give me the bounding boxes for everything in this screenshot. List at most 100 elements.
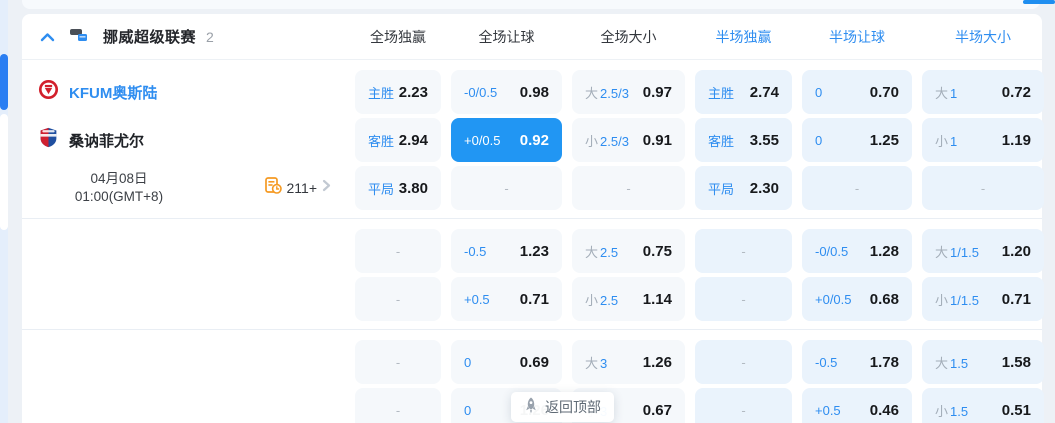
odds-line-label: 小 1/1.5 bbox=[935, 292, 979, 308]
odds-cell-全场独赢[interactable]: 客胜 2.94 bbox=[355, 118, 441, 162]
odds-cell-半场大小[interactable]: 小 1 1.19 bbox=[922, 118, 1044, 162]
over-under-prefix: 大 bbox=[585, 244, 599, 260]
odds-cell-半场独赢[interactable]: 平局 2.30 bbox=[695, 166, 792, 210]
odds-cell-全场大小[interactable]: 小 2.5/3 0.91 bbox=[572, 118, 685, 162]
odds-line-label: -0.5 bbox=[464, 243, 487, 259]
over-under-prefix: 小 bbox=[585, 133, 599, 149]
odds-section-1: KFUM奥斯陆 主胜 2.23 -0/0.5 0.98 大 2.5/3 0.97 主胜 2.74 0… bbox=[22, 60, 1044, 218]
odds-cell-全场大小[interactable]: 大 2.5 0.75 bbox=[572, 229, 685, 273]
collapse-chevron-up-icon[interactable] bbox=[40, 32, 55, 42]
odds-cell-全场大小: - bbox=[572, 166, 685, 210]
odds-cell-半场独赢: - bbox=[695, 388, 792, 423]
odds-value: 0.92 bbox=[519, 131, 549, 149]
odds-cell-半场独赢[interactable]: 主胜 2.74 bbox=[695, 70, 792, 114]
odds-line-label: -0/0.5 bbox=[815, 243, 849, 259]
odds-line-label: 小 2.5/3 bbox=[585, 133, 629, 149]
odds-line-label: +0/0.5 bbox=[815, 291, 852, 307]
more-markets-button[interactable]: 211+ bbox=[264, 177, 332, 199]
column-header-full-2: 全场大小 bbox=[600, 28, 657, 45]
over-under-prefix: 大 bbox=[935, 355, 949, 371]
home-team-crest-icon bbox=[38, 79, 59, 105]
odds-cell-半场大小[interactable]: 大 1 0.72 bbox=[922, 70, 1044, 114]
home-team-name[interactable]: KFUM奥斯陆 bbox=[69, 84, 158, 102]
away-team-crest-icon bbox=[38, 127, 59, 153]
odds-cell-半场让球[interactable]: +0.5 0.46 bbox=[802, 388, 912, 423]
over-under-prefix: 小 bbox=[935, 403, 949, 419]
odds-cell-半场大小[interactable]: 小 1.5 0.51 bbox=[922, 388, 1044, 423]
over-under-prefix: 小 bbox=[585, 292, 599, 308]
odds-line-label: 客胜 bbox=[368, 133, 395, 149]
back-to-top-button[interactable]: 返回顶部 bbox=[511, 392, 614, 422]
league-match-count: 2 bbox=[206, 28, 214, 45]
odds-value: 0.72 bbox=[1001, 83, 1031, 101]
odds-line-label: +0.5 bbox=[815, 402, 841, 418]
team-row-home[interactable]: KFUM奥斯陆 bbox=[22, 70, 345, 114]
back-to-top-label: 返回顶部 bbox=[545, 399, 601, 415]
team-row-away[interactable]: 桑讷菲尤尔 bbox=[22, 118, 345, 162]
odds-cell-半场让球[interactable]: -0/0.5 1.28 bbox=[802, 229, 912, 273]
rocket-icon bbox=[524, 397, 538, 417]
odds-cell-全场大小[interactable]: 小 2.5 1.14 bbox=[572, 277, 685, 321]
league-header-row: 挪威超级联赛 2 全场独赢 全场让球 全场大小 半场独赢 半场让球 半场大小 bbox=[22, 14, 1042, 60]
odds-cell-全场让球[interactable]: +0.5 0.71 bbox=[451, 277, 562, 321]
over-under-prefix: 大 bbox=[585, 85, 599, 101]
odds-line-label: 0 bbox=[815, 84, 823, 100]
odds-history-icon bbox=[264, 177, 282, 199]
odds-cell-半场大小[interactable]: 大 1/1.5 1.20 bbox=[922, 229, 1044, 273]
over-under-prefix: 小 bbox=[935, 133, 949, 149]
odds-cell-半场独赢[interactable]: 客胜 3.55 bbox=[695, 118, 792, 162]
odds-row: - +0.5 0.71 小 2.5 1.14 - +0/0.5 0.68 小 1/1.5 0.71 bbox=[22, 277, 1044, 321]
chevron-right-icon bbox=[322, 179, 331, 197]
empty-left-cell bbox=[22, 229, 345, 273]
odds-cell-半场大小[interactable]: 大 1.5 1.58 bbox=[922, 340, 1044, 384]
left-scrollbar-track bbox=[0, 0, 8, 423]
empty-left-cell bbox=[22, 277, 345, 321]
odds-line-label: -0.5 bbox=[815, 354, 838, 370]
odds-value: 2.30 bbox=[749, 179, 779, 197]
odds-cell-全场让球[interactable]: 0 0.69 bbox=[451, 340, 562, 384]
odds-row: 04月08日 01:00(GMT+8) 211+ 平局 3.80- - 平局 2.30- - bbox=[22, 166, 1044, 210]
league-logo-icon bbox=[69, 27, 89, 47]
odds-value: 2.74 bbox=[749, 83, 779, 101]
odds-cell-全场让球[interactable]: -0/0.5 0.98 bbox=[451, 70, 562, 114]
odds-value: 0.91 bbox=[642, 131, 672, 149]
odds-value: 2.94 bbox=[398, 131, 428, 149]
odds-value: 0.68 bbox=[869, 290, 899, 308]
over-under-prefix: 大 bbox=[935, 244, 949, 260]
odds-value: 0.71 bbox=[1001, 290, 1031, 308]
odds-line-label: 小 2.5 bbox=[585, 292, 619, 308]
odds-cell-全场大小[interactable]: 大 3 1.26 bbox=[572, 340, 685, 384]
odds-cell-半场让球[interactable]: +0/0.5 0.68 bbox=[802, 277, 912, 321]
odds-row: - -0.5 1.23 大 2.5 0.75 - -0/0.5 1.28 大 1/1.5 1.20 bbox=[22, 229, 1044, 273]
odds-cell-半场让球[interactable]: 0 1.25 bbox=[802, 118, 912, 162]
odds-line-label: 主胜 bbox=[708, 85, 735, 101]
odds-value: 1.26 bbox=[642, 353, 672, 371]
odds-cell-半场让球[interactable]: -0.5 1.78 bbox=[802, 340, 912, 384]
odds-value: 1.25 bbox=[869, 131, 899, 149]
odds-cell-全场让球[interactable]: +0/0.5 0.92 bbox=[451, 118, 562, 162]
odds-line-label: 小 1.5 bbox=[935, 403, 969, 419]
odds-value: 1.19 bbox=[1001, 131, 1031, 149]
odds-value: 0.69 bbox=[519, 353, 549, 371]
odds-cell-全场独赢: - bbox=[355, 229, 441, 273]
odds-line-label: 平局 bbox=[708, 181, 735, 197]
odds-cell-全场让球[interactable]: -0.5 1.23 bbox=[451, 229, 562, 273]
scrollbar-thumb[interactable] bbox=[0, 54, 8, 110]
odds-cell-全场独赢[interactable]: 主胜 2.23 bbox=[355, 70, 441, 114]
odds-cell-半场独赢: - bbox=[695, 229, 792, 273]
odds-cell-全场独赢[interactable]: 平局 3.80 bbox=[355, 166, 441, 210]
empty-left-cell bbox=[22, 388, 345, 423]
odds-value: 0.51 bbox=[1001, 401, 1031, 419]
odds-value: 1.58 bbox=[1001, 353, 1031, 371]
odds-value: 2.23 bbox=[398, 83, 428, 101]
odds-cell-全场让球: - bbox=[451, 166, 562, 210]
scrollbar-segment bbox=[0, 114, 8, 230]
league-name: 挪威超级联赛 bbox=[103, 29, 197, 46]
odds-value: 1.23 bbox=[519, 242, 549, 260]
odds-cell-半场让球[interactable]: 0 0.70 bbox=[802, 70, 912, 114]
odds-cell-半场大小[interactable]: 小 1/1.5 0.71 bbox=[922, 277, 1044, 321]
odds-cell-全场大小[interactable]: 大 2.5/3 0.97 bbox=[572, 70, 685, 114]
away-team-name[interactable]: 桑讷菲尤尔 bbox=[69, 132, 145, 150]
column-header-full-1: 全场让球 bbox=[478, 28, 535, 45]
